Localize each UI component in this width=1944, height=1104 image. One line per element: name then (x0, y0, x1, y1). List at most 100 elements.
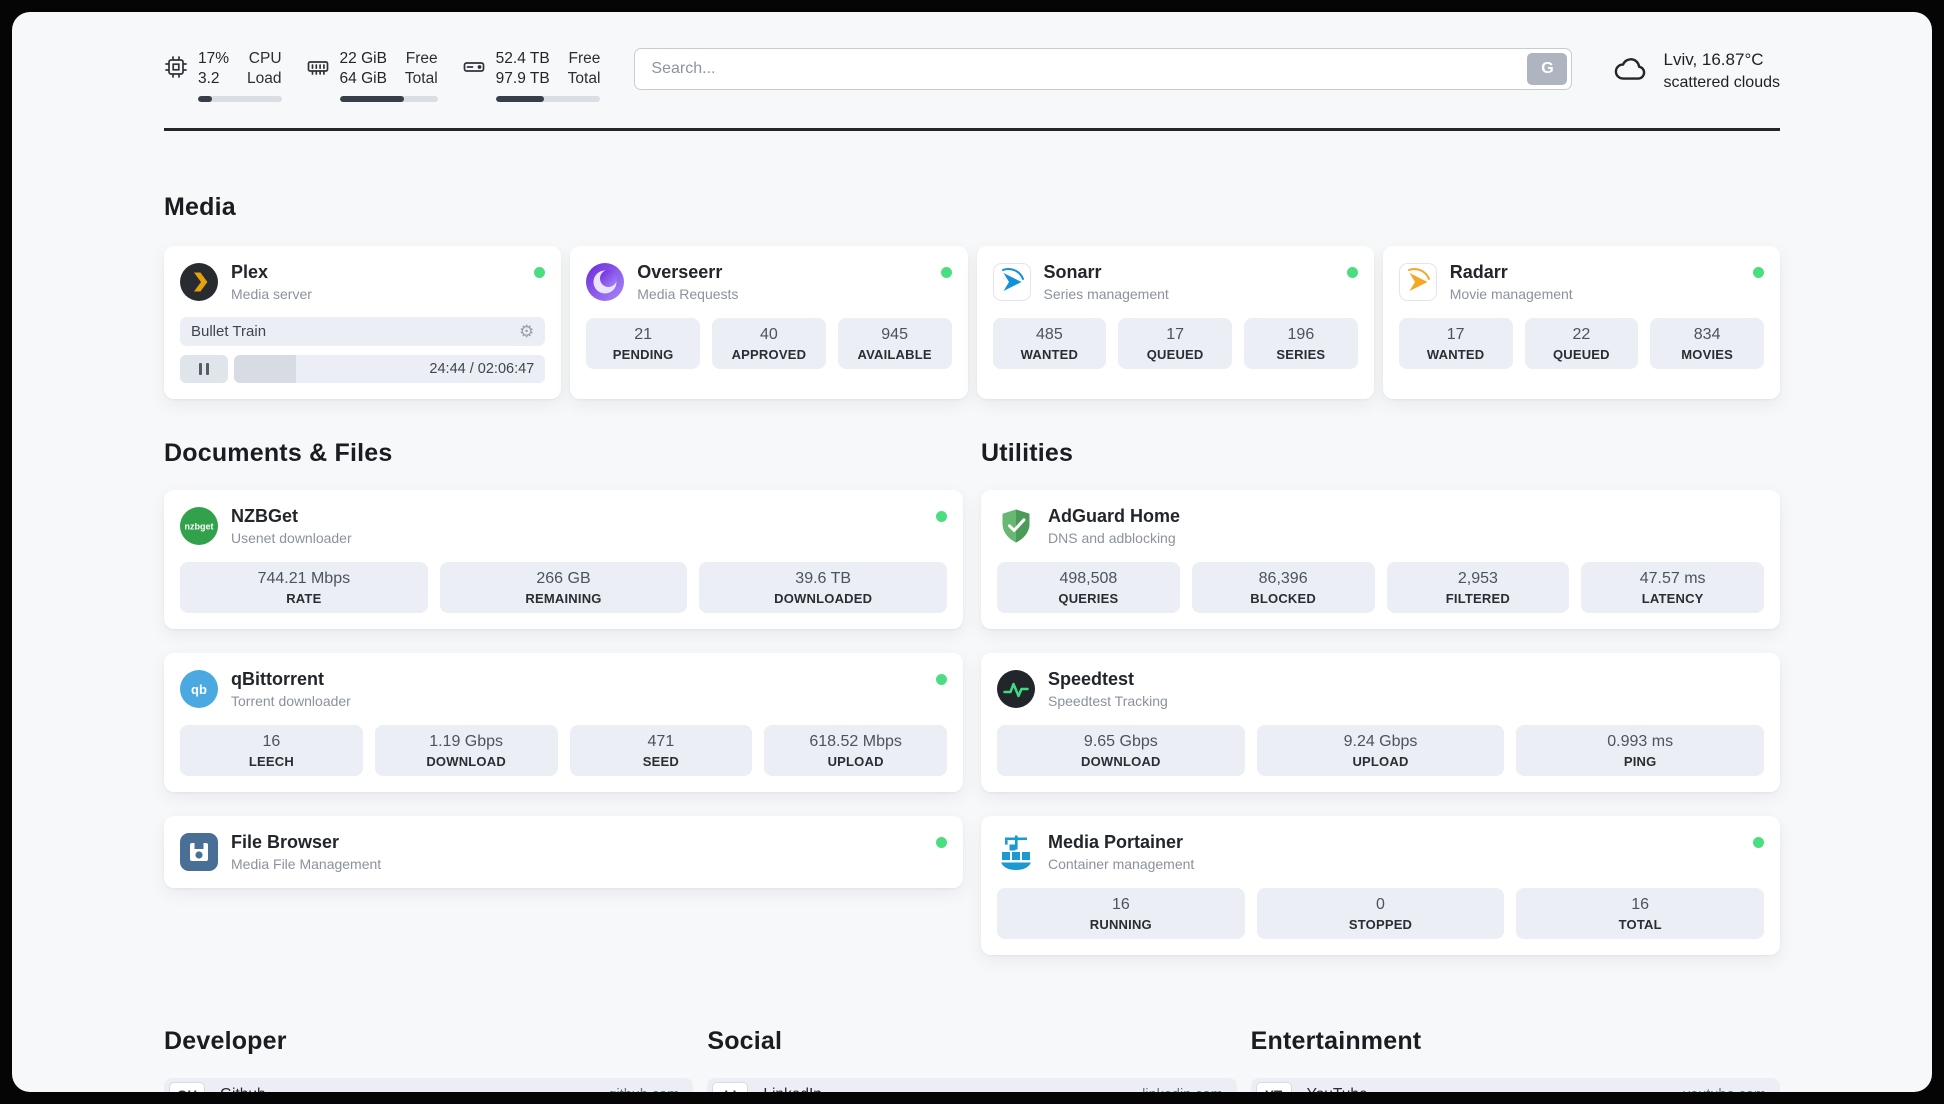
app-subtitle: Usenet downloader (231, 530, 352, 546)
section-social: Social LI LinkedIn linkedin.com TW Twitt… (707, 1027, 1237, 1092)
app-subtitle: Speedtest Tracking (1048, 693, 1168, 709)
app-card-plex[interactable]: Plex Media server Bullet Train ⚙ 24:4 (164, 246, 562, 399)
app-card-speedtest[interactable]: Speedtest Speedtest Tracking 9.65 Gbps D… (981, 653, 1780, 792)
ram-widget: 22 GiB Free 64 GiB Total (306, 50, 438, 102)
app-card-nzbget[interactable]: nzbget NZBGet Usenet downloader 744.21 M… (164, 490, 963, 629)
stat-queued: 17 QUEUED (1118, 318, 1232, 369)
section-title-entertainment: Entertainment (1250, 1027, 1422, 1055)
stat-value: 618.52 Mbps (809, 733, 902, 750)
stat-value: 0.993 ms (1607, 733, 1674, 750)
section-documents: Documents & Files nzbget NZBGet Usenet d… (164, 439, 963, 955)
section-media: Media Plex Media server (164, 193, 1780, 399)
app-card-portainer[interactable]: Media Portainer Container management 16 … (981, 816, 1780, 955)
stat-movies: 834 MOVIES (1650, 318, 1764, 369)
plex-icon (180, 263, 218, 301)
disk-widget: 52.4 TB Free 97.9 TB Total (462, 50, 601, 102)
stat-label: WANTED (1020, 347, 1079, 362)
app-name: Radarr (1449, 262, 1508, 282)
stat-label: APPROVED (731, 347, 807, 362)
stat-value: 485 (1036, 326, 1063, 343)
stat-available: 945 AVAILABLE (837, 318, 952, 369)
status-dot (936, 837, 947, 848)
stat-label: SERIES (1276, 347, 1326, 362)
stat-value: 39.6 TB (795, 570, 852, 587)
linkedin-icon: LI (712, 1082, 749, 1092)
top-bar: 17% CPU 3.2 Load 22 GiB Free 64 GiB Tota… (164, 12, 1780, 102)
cpu-icon (164, 55, 188, 102)
app-subtitle: Movie management (1449, 286, 1573, 302)
stat-upload: 618.52 Mbps UPLOAD (764, 725, 947, 776)
stat-value: 21 (634, 326, 653, 343)
pause-button[interactable] (180, 355, 228, 383)
header-divider (164, 128, 1780, 131)
app-subtitle: Series management (1043, 286, 1169, 302)
qbittorrent-icon: qb (180, 670, 218, 708)
search-input[interactable] (634, 48, 1573, 90)
app-card-qbittorrent[interactable]: qb qBittorrent Torrent downloader 16 (164, 653, 963, 792)
app-name: Sonarr (1043, 262, 1102, 282)
app-subtitle: Torrent downloader (231, 693, 351, 709)
links-area: Developer GH Github github.com SO StackO… (164, 1027, 1780, 1092)
stat-remaining: 266 GB REMAINING (439, 562, 688, 613)
stat-value: 16 (1631, 896, 1650, 913)
app-card-sonarr[interactable]: Sonarr Series management 485 WANTED 17 Q… (976, 246, 1374, 399)
stat-value: 17 (1166, 326, 1185, 343)
stat-label: QUEUED (1552, 347, 1610, 362)
ram-progress-bar (339, 96, 438, 102)
weather-widget[interactable]: Lviv, 16.87°C scattered clouds (1612, 50, 1780, 92)
link-github[interactable]: GH Github github.com (164, 1078, 694, 1092)
stat-value: 16 (262, 733, 281, 750)
link-youtube[interactable]: YT YouTube youtube.com (1250, 1078, 1780, 1092)
sonarr-icon (992, 263, 1031, 301)
disk-progress-bar (495, 96, 601, 102)
youtube-icon: YT (1255, 1082, 1292, 1092)
search-engine-button[interactable]: G (1527, 53, 1568, 85)
stats-row: 16 LEECH 1.19 Gbps DOWNLOAD 471 SEED (180, 725, 947, 776)
stat-label: DOWNLOADED (774, 591, 873, 606)
stats-row: 498,508 QUERIES 86,396 BLOCKED 2,953 FIL… (997, 562, 1764, 613)
link-linkedin[interactable]: LI LinkedIn linkedin.com (707, 1078, 1237, 1092)
ram-icon (306, 55, 330, 102)
player-controls: 24:44 / 02:06:47 (180, 355, 546, 383)
disk-icon (462, 55, 486, 102)
weather-location: Lviv, 16.87°C (1663, 50, 1764, 69)
nzbget-icon: nzbget (180, 507, 218, 545)
speedtest-icon (997, 670, 1035, 708)
gear-icon[interactable]: ⚙ (519, 322, 535, 341)
app-card-filebrowser[interactable]: File Browser Media File Management (164, 816, 963, 888)
stat-stopped: 0 STOPPED (1256, 888, 1505, 939)
app-card-radarr[interactable]: Radarr Movie management 17 WANTED 22 QUE… (1382, 246, 1780, 399)
stat-label: TOTAL (1618, 917, 1662, 932)
ram-total-label: Total (404, 70, 438, 87)
stats-row: 744.21 Mbps RATE 266 GB REMAINING 39.6 T… (180, 562, 948, 613)
stat-blocked: 86,396 BLOCKED (1191, 562, 1375, 613)
stat-label: REMAINING (525, 591, 602, 606)
playback-progress-bar[interactable]: 24:44 / 02:06:47 (234, 355, 546, 383)
link-name: Github (220, 1086, 266, 1092)
app-card-adguard[interactable]: AdGuard Home DNS and adblocking 498,508 … (981, 490, 1780, 629)
stat-ping: 0.993 ms PING (1516, 725, 1765, 776)
app-subtitle: DNS and adblocking (1048, 530, 1176, 546)
stat-value: 945 (881, 326, 908, 343)
stat-label: DOWNLOAD (426, 754, 506, 769)
dashboard-content: Media Plex Media server (164, 193, 1780, 1092)
status-dot (936, 511, 947, 522)
cpu-progress-fill (198, 96, 213, 102)
app-name: NZBGet (231, 506, 298, 526)
search-container: G (634, 48, 1573, 90)
stat-label: LATENCY (1641, 591, 1704, 606)
stat-value: 744.21 Mbps (257, 570, 351, 587)
now-playing-row: Bullet Train ⚙ (180, 317, 546, 346)
stat-value: 17 (1446, 326, 1465, 343)
stat-queued: 22 QUEUED (1524, 318, 1639, 369)
disk-free-label: Free (568, 50, 601, 67)
dashboard-page: 17% CPU 3.2 Load 22 GiB Free 64 GiB Tota… (12, 12, 1932, 1092)
cloud-icon (1612, 54, 1650, 89)
playback-progress-fill (234, 355, 297, 383)
stat-latency: 47.57 ms LATENCY (1581, 562, 1764, 613)
stat-total: 16 TOTAL (1516, 888, 1765, 939)
stat-label: RUNNING (1089, 917, 1152, 932)
app-card-overseerr[interactable]: Overseerr Media Requests 21 PENDING 40 A… (570, 246, 968, 399)
disk-progress-fill (495, 96, 544, 102)
stat-value: 9.24 Gbps (1343, 733, 1418, 750)
